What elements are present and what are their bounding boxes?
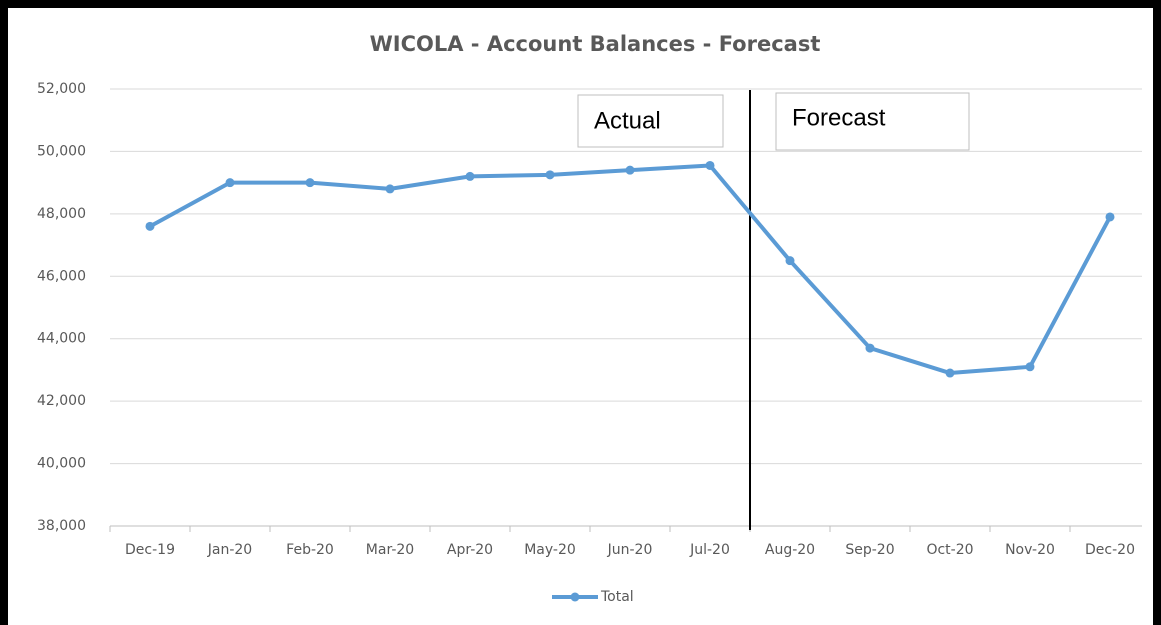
y-tick-label: 40,000	[37, 456, 86, 472]
x-tick-label: Mar-20	[366, 542, 414, 558]
y-tick-label: 46,000	[37, 268, 86, 284]
x-tick-label: Apr-20	[447, 542, 493, 558]
annotation: Actual	[594, 107, 661, 134]
x-tick-label: Feb-20	[286, 542, 334, 558]
data-point	[1025, 362, 1035, 372]
x-tick-label: Dec-19	[125, 542, 175, 558]
annotation: Forecast	[792, 104, 886, 131]
data-point	[225, 178, 235, 188]
data-point	[705, 160, 715, 170]
x-tick-label: May-20	[524, 542, 576, 558]
data-point	[785, 256, 795, 266]
x-tick-label: Aug-20	[765, 542, 815, 558]
data-point	[465, 171, 475, 181]
chart-title: WICOLA - Account Balances - Forecast	[370, 32, 821, 56]
data-point	[865, 343, 875, 353]
y-tick-label: 42,000	[37, 393, 86, 409]
data-point	[145, 221, 155, 231]
x-tick-label: Jan-20	[207, 542, 252, 558]
x-tick-label: Sep-20	[845, 542, 894, 558]
y-tick-label: 50,000	[37, 143, 86, 159]
legend-label: Total	[600, 589, 634, 605]
x-tick-label: Dec-20	[1085, 542, 1135, 558]
y-tick-label: 48,000	[37, 206, 86, 222]
x-tick-label: Nov-20	[1005, 542, 1055, 558]
data-point	[1105, 212, 1115, 222]
data-point	[305, 178, 315, 188]
data-point	[545, 170, 555, 180]
legend-marker	[570, 592, 580, 602]
x-tick-label: Jun-20	[607, 542, 653, 558]
data-point	[945, 368, 955, 378]
x-tick-label: Oct-20	[926, 542, 973, 558]
frame-right	[1153, 0, 1161, 625]
frame-top	[0, 0, 1161, 8]
y-tick-label: 44,000	[37, 331, 86, 347]
annotation-box	[775, 92, 970, 151]
x-tick-label: Jul-20	[689, 542, 730, 558]
annotation-box	[577, 94, 724, 148]
y-tick-label: 52,000	[37, 81, 86, 97]
data-point	[625, 165, 635, 175]
data-point	[385, 184, 395, 194]
frame-left	[0, 0, 8, 625]
y-tick-label: 38,000	[37, 518, 86, 534]
